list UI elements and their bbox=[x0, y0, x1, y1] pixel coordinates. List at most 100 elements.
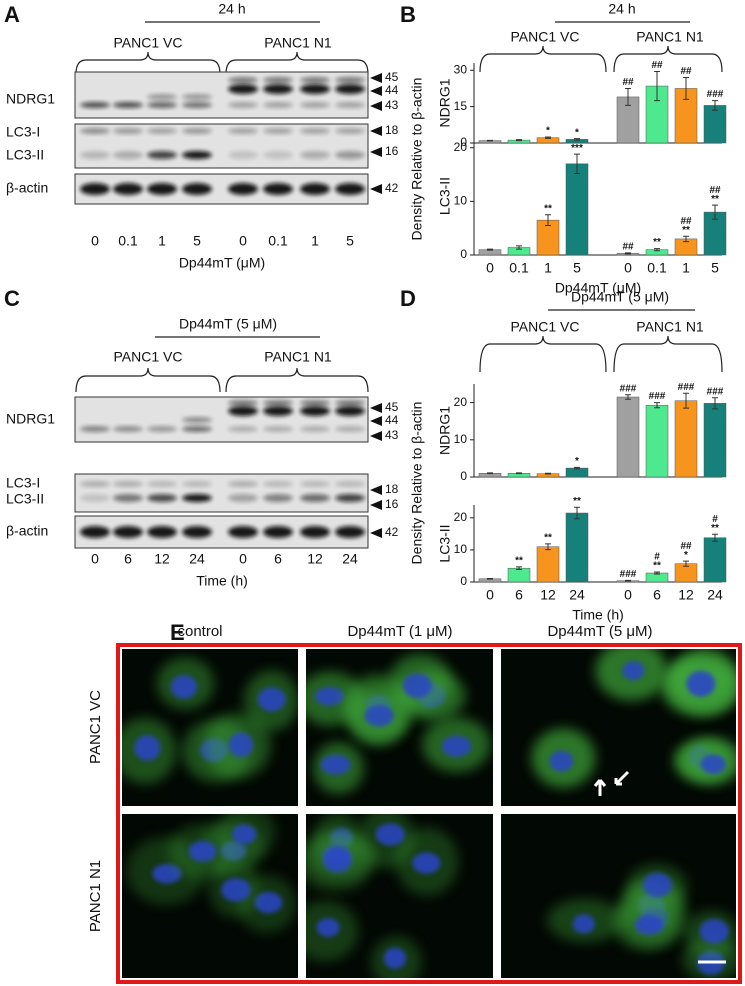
significance: * bbox=[575, 127, 579, 138]
brace bbox=[479, 335, 607, 373]
x-tick-label: 24 bbox=[707, 587, 723, 603]
significance: ### bbox=[649, 391, 666, 402]
x-tick-label: 0 bbox=[486, 587, 494, 603]
group-label: PANC1 N1 bbox=[636, 319, 704, 335]
y-axis-label: NDRG1 bbox=[437, 406, 453, 455]
significance: ## bbox=[651, 60, 663, 71]
row-label: β-actin bbox=[6, 523, 48, 539]
bar bbox=[507, 567, 531, 583]
y-tick-label: 20 bbox=[454, 510, 468, 524]
lane-label: 0.1 bbox=[118, 233, 138, 249]
brace bbox=[613, 335, 723, 373]
row-label: β-actin bbox=[6, 180, 48, 196]
lane-label: 0.1 bbox=[268, 233, 288, 249]
blot-band bbox=[300, 481, 330, 487]
brace bbox=[613, 45, 723, 73]
x-tick-label: 0 bbox=[624, 260, 632, 276]
significance: # bbox=[654, 552, 660, 563]
x-tick-label: 0 bbox=[486, 260, 494, 276]
error-bar bbox=[683, 392, 689, 409]
bar bbox=[536, 546, 560, 583]
nucleus bbox=[221, 878, 251, 902]
error-bar bbox=[654, 402, 660, 409]
group-label: PANC1 VC bbox=[114, 35, 183, 51]
blot-band bbox=[228, 84, 258, 94]
blot-band bbox=[147, 102, 177, 108]
marker-label: 18 bbox=[385, 482, 399, 496]
brace bbox=[225, 51, 369, 75]
row-label: LC3-I bbox=[6, 475, 40, 491]
y-tick-label: 10 bbox=[454, 194, 468, 208]
chart-title: Dp44mT (5 μM) bbox=[571, 289, 669, 305]
nucleus bbox=[170, 674, 198, 699]
error-bar bbox=[625, 579, 631, 582]
blot-band bbox=[182, 426, 212, 432]
blot-band bbox=[300, 400, 330, 406]
blot-band bbox=[113, 494, 143, 502]
blot-band bbox=[335, 183, 365, 195]
blot-band bbox=[263, 102, 293, 108]
marker-label: 44 bbox=[385, 413, 399, 427]
blot-title: 24 h bbox=[218, 1, 245, 17]
blot-band bbox=[147, 481, 177, 487]
blot-band bbox=[113, 426, 143, 432]
blot-band bbox=[182, 417, 212, 423]
bar bbox=[645, 404, 669, 478]
blot-band bbox=[228, 183, 258, 195]
blot-band bbox=[335, 526, 365, 538]
micrograph bbox=[122, 814, 298, 978]
blot-band bbox=[80, 426, 110, 432]
column-header: control bbox=[177, 623, 222, 640]
row-label: LC3-II bbox=[6, 491, 44, 507]
blot-band bbox=[335, 151, 365, 159]
nucleus bbox=[634, 914, 664, 935]
blot-band bbox=[300, 183, 330, 195]
blot-band bbox=[228, 406, 258, 416]
marker-label: 42 bbox=[385, 525, 399, 539]
significance: ### bbox=[620, 569, 637, 580]
significance: * bbox=[575, 456, 579, 467]
bar bbox=[565, 163, 589, 256]
nucleus bbox=[323, 847, 352, 873]
row-label: NDRG1 bbox=[6, 411, 55, 427]
blot-band bbox=[335, 481, 365, 487]
x-tick-label: 12 bbox=[540, 587, 556, 603]
y-axis-label: NDRG1 bbox=[437, 78, 453, 127]
error-bar bbox=[683, 77, 689, 100]
blot-band bbox=[80, 151, 110, 159]
error-bar bbox=[574, 466, 580, 470]
nucleus bbox=[412, 852, 441, 874]
micrograph bbox=[501, 649, 736, 806]
blot-band bbox=[80, 526, 110, 538]
significance: ### bbox=[620, 383, 637, 394]
significance: ** bbox=[544, 203, 552, 214]
blot-band bbox=[335, 426, 365, 432]
error-bar bbox=[574, 138, 580, 141]
blot-band bbox=[300, 526, 330, 538]
blot-band bbox=[263, 128, 293, 134]
blot-band bbox=[228, 102, 258, 108]
error-bar bbox=[487, 248, 493, 251]
error-bar bbox=[574, 506, 580, 520]
blot-band bbox=[113, 481, 143, 487]
y-axis-label: Density Relative to β-actin bbox=[409, 78, 425, 241]
y-tick-label: 0 bbox=[460, 135, 467, 149]
lane-label: 0 bbox=[239, 233, 247, 249]
significance: ## bbox=[680, 66, 692, 77]
x-tick-label: 5 bbox=[573, 260, 581, 276]
arrow bbox=[614, 770, 630, 786]
row-label: LC3-I bbox=[6, 124, 40, 140]
marker-arrow bbox=[370, 416, 382, 426]
blot-band bbox=[263, 77, 293, 83]
error-bar bbox=[712, 100, 718, 111]
error-bar bbox=[683, 235, 689, 243]
error-bar bbox=[625, 87, 631, 106]
blot-band bbox=[182, 183, 212, 195]
marker-arrow bbox=[370, 147, 382, 157]
marker-label: 42 bbox=[385, 181, 399, 195]
error-bar bbox=[625, 394, 631, 400]
marker-label: 45 bbox=[385, 400, 399, 414]
y-axis-label: LC3-II bbox=[437, 177, 453, 215]
blot-band bbox=[300, 406, 330, 416]
